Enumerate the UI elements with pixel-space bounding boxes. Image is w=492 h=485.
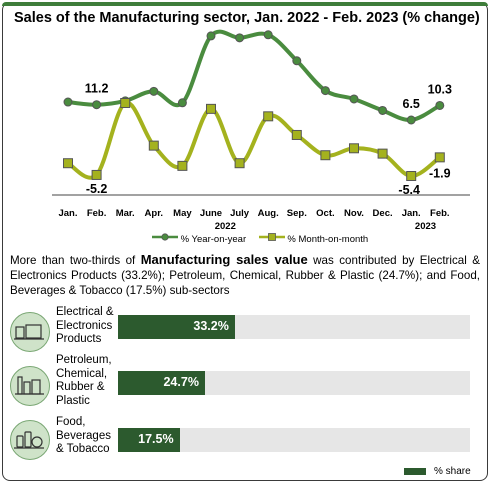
point-mom-4 xyxy=(177,160,188,171)
summary-pre: More than two-thirds of xyxy=(10,254,141,267)
point-yoy-1 xyxy=(92,100,102,110)
point-mom-2 xyxy=(120,98,131,108)
x-tick-label-12: Jan. xyxy=(402,208,421,219)
point-mom-11 xyxy=(377,148,388,159)
point-mom-5 xyxy=(206,103,216,114)
point-yoy-4 xyxy=(177,98,187,108)
point-mom-9 xyxy=(320,150,331,161)
point-mom-3 xyxy=(148,140,159,151)
point-yoy-11 xyxy=(378,105,388,115)
food-icon xyxy=(10,420,50,460)
bar-track: 33.2% xyxy=(118,315,470,339)
x-tick-label-13: Feb. xyxy=(430,208,450,219)
legend-item-mom: % Month-on-month xyxy=(258,232,369,245)
line-chart: 11.2 6.5 10.3 -5.2 -5.4 -1.9 Jan. Feb. Mar. Apr. M… xyxy=(52,29,470,232)
point-yoy-9 xyxy=(320,86,330,96)
x-tick-label-4: May xyxy=(173,208,192,219)
sector-food: Food, Beverages & Tobacco 17.5% xyxy=(8,414,484,466)
point-yoy-8 xyxy=(292,56,302,66)
point-mom-8 xyxy=(291,129,302,140)
data-label-yoy-12: 6.5 xyxy=(403,97,420,111)
sector-electronics: Electrical & Electronics Products 33.2% xyxy=(8,306,484,358)
x-tick-label-6: July xyxy=(230,208,250,219)
top-accent-bar xyxy=(2,2,488,6)
infographic-frame xyxy=(2,2,488,481)
legend-yoy-label: % Year-on-year xyxy=(180,234,247,245)
legend-item-yoy: % Year-on-year xyxy=(152,232,246,245)
point-yoy-13 xyxy=(435,100,445,110)
point-yoy-12 xyxy=(406,115,416,125)
x-tick-label-10: Nov. xyxy=(344,208,364,219)
bar-track: 17.5% xyxy=(118,428,470,452)
point-yoy-6 xyxy=(235,33,245,43)
point-mom-12 xyxy=(406,171,417,181)
point-yoy-5 xyxy=(206,31,216,41)
x-tick-label-3: Apr. xyxy=(145,208,163,219)
summary-post: was contributed by Electrical & Electron… xyxy=(10,254,480,297)
chart-legend: % Year-on-year % Month-on-month xyxy=(152,232,378,245)
bar-fill-electronics: 33.2% xyxy=(118,315,235,339)
x-tick-label-2: Mar. xyxy=(116,208,135,219)
x-tick-label-8: Sep. xyxy=(287,208,307,219)
sector-petroleum-label: Petroleum, Chemical, Rubber & Plastic xyxy=(56,354,112,407)
bar-track: 24.7% xyxy=(118,371,470,395)
point-mom-13 xyxy=(434,152,445,163)
year-label-2023: 2023 xyxy=(415,221,436,232)
summary-bold: Manufacturing sales value xyxy=(140,252,308,267)
x-tick-label-11: Dec. xyxy=(373,208,393,219)
data-label-mom-12: -5.4 xyxy=(398,183,420,197)
bar-value-food: 17.5% xyxy=(138,432,174,446)
point-yoy-3 xyxy=(149,86,159,96)
sector-electronics-label: Electrical & Electronics Products xyxy=(56,306,114,345)
point-yoy-10 xyxy=(349,94,359,104)
point-mom-10 xyxy=(349,143,359,154)
chart-title: Sales of the Manufacturing sector, Jan. … xyxy=(14,10,480,26)
point-yoy-7 xyxy=(263,30,273,40)
data-label-mom-1: -5.2 xyxy=(86,182,108,196)
data-label-yoy-13: 10.3 xyxy=(428,82,452,96)
data-label-yoy-1: 11.2 xyxy=(85,82,109,96)
point-yoy-0 xyxy=(63,97,73,107)
x-tick-label-9: Oct. xyxy=(316,208,334,219)
bar-value-electronics: 33.2% xyxy=(193,319,229,333)
bar-fill-food: 17.5% xyxy=(118,428,180,452)
share-legend: % share xyxy=(404,466,471,477)
legend-mom-label: % Month-on-month xyxy=(287,234,369,245)
sector-petroleum: Petroleum, Chemical, Rubber & Plastic 24… xyxy=(8,354,484,412)
legend-mom-marker xyxy=(258,233,285,241)
bar-fill-petroleum: 24.7% xyxy=(118,371,205,395)
summary-paragraph: More than two-thirds of Manufacturing sa… xyxy=(10,252,480,298)
x-tick-label-7: Aug. xyxy=(258,208,279,219)
factory-icon xyxy=(10,366,50,406)
share-legend-label: % share xyxy=(434,466,471,477)
legend-yoy-marker xyxy=(152,233,178,241)
data-label-mom-13: -1.9 xyxy=(429,166,451,180)
point-mom-6 xyxy=(234,158,245,169)
x-tick-label-0: Jan. xyxy=(58,208,77,219)
share-legend-swatch xyxy=(404,467,426,475)
x-tick-label-5: June xyxy=(200,208,222,219)
point-mom-1 xyxy=(91,169,102,180)
x-tick-label-1: Feb. xyxy=(87,208,107,219)
point-mom-0 xyxy=(63,158,73,169)
sector-food-label: Food, Beverages & Tobacco xyxy=(56,416,111,455)
electronics-icon xyxy=(10,312,50,352)
bar-value-petroleum: 24.7% xyxy=(163,375,199,389)
point-mom-7 xyxy=(263,111,274,122)
year-label-2022: 2022 xyxy=(215,221,236,232)
